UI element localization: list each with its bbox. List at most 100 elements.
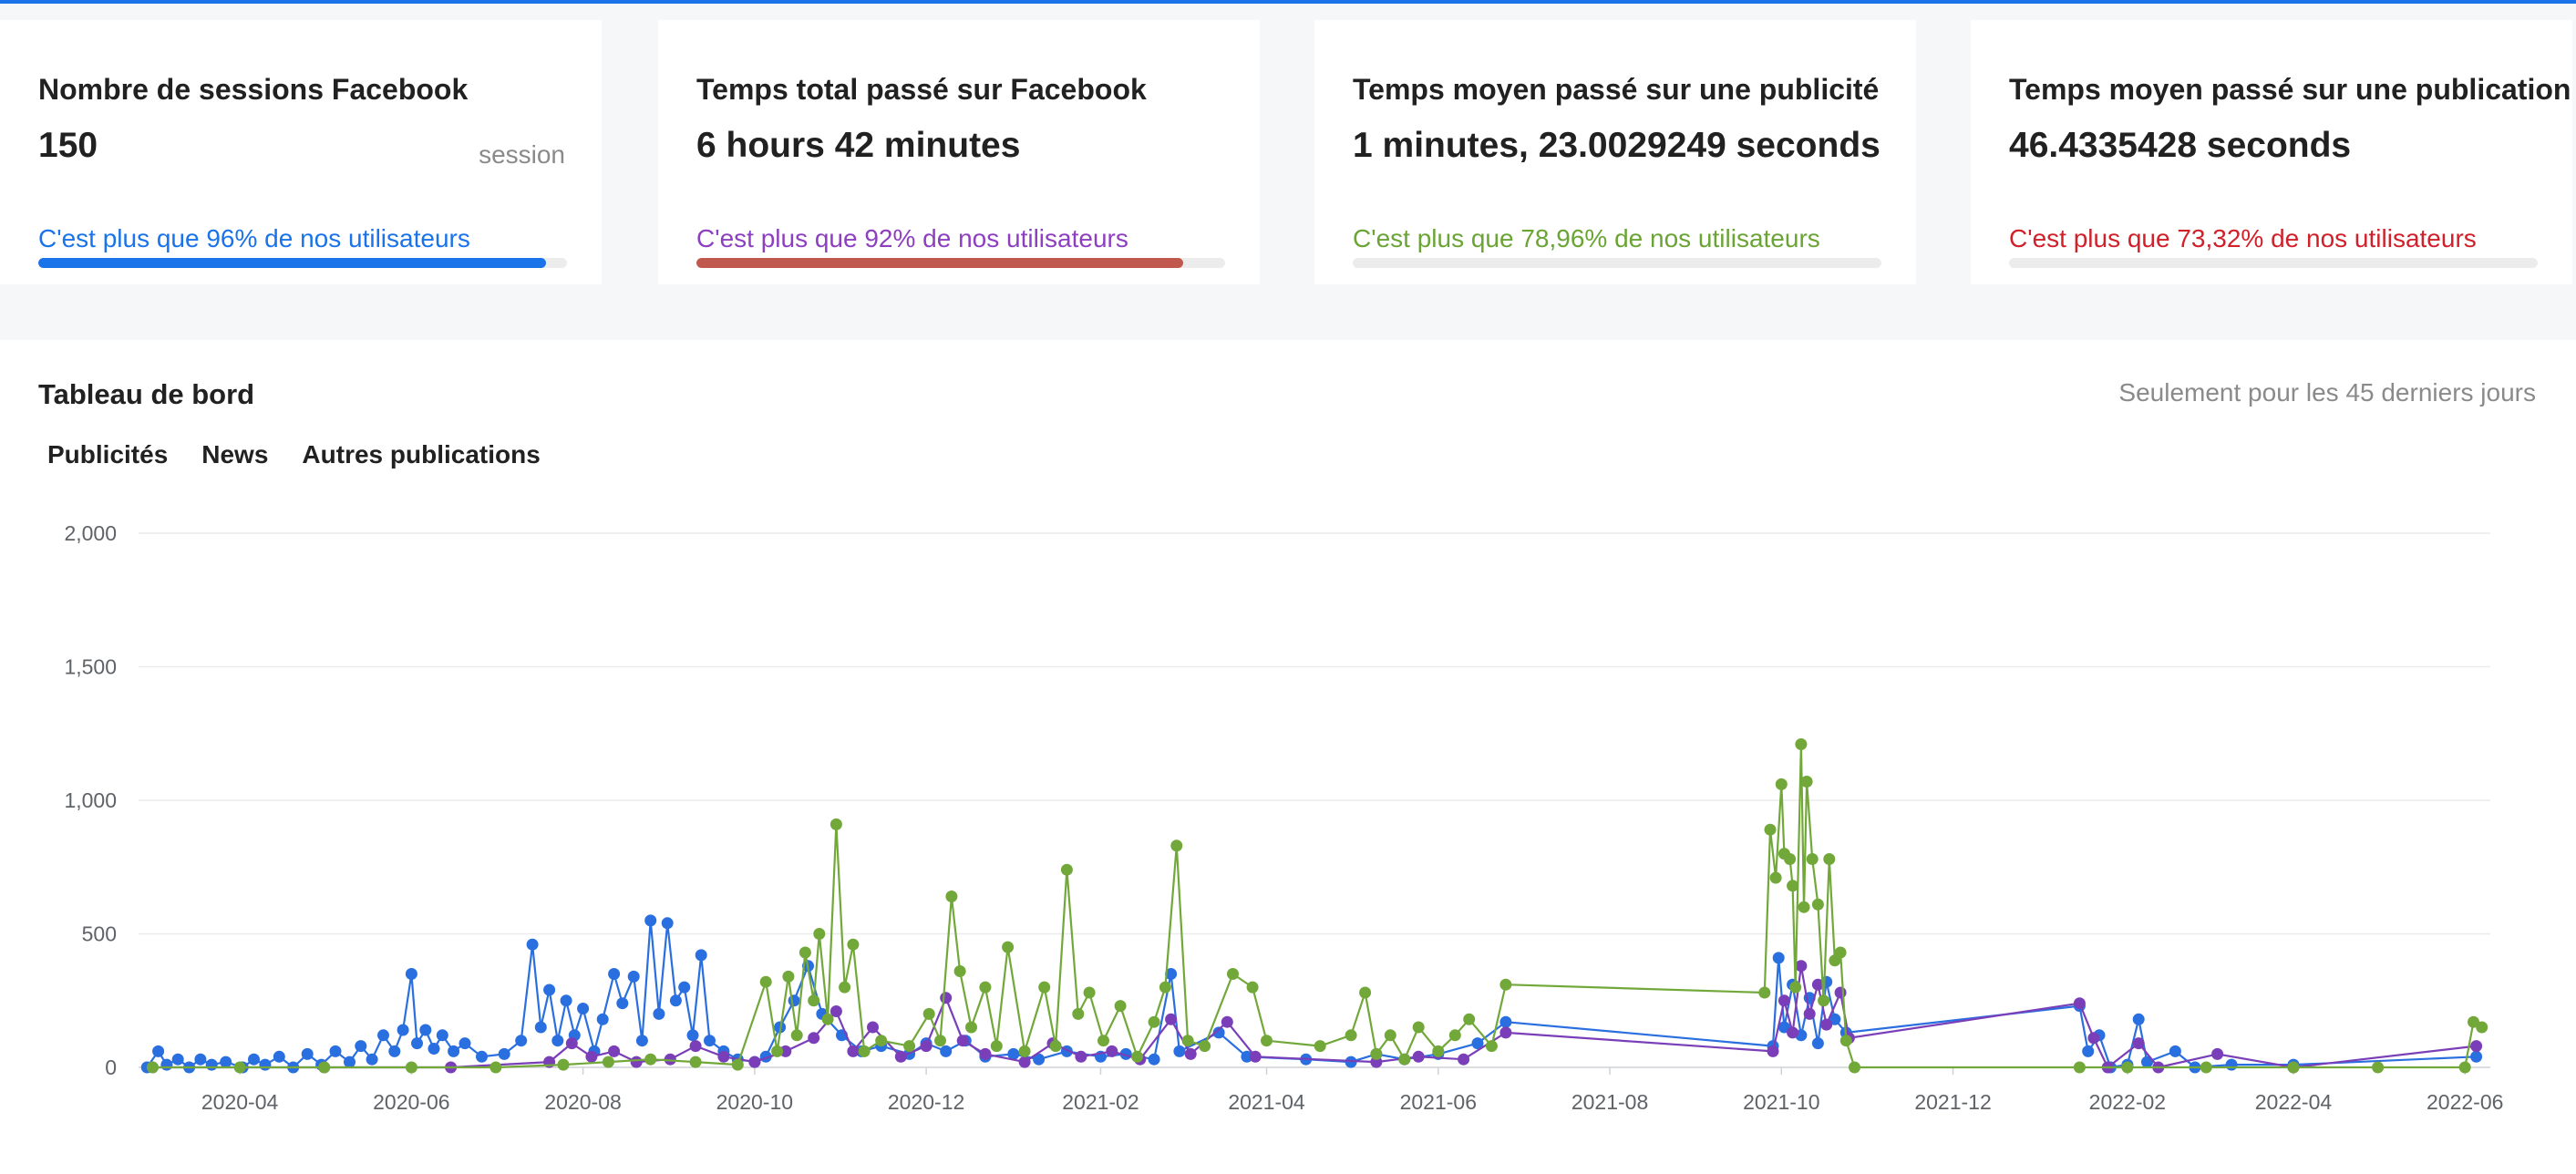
data-point-autres-publications	[1795, 738, 1808, 750]
y-tick-label: 1,500	[64, 655, 117, 679]
data-point-autres-publications	[557, 1058, 570, 1071]
data-point-publicites	[459, 1037, 471, 1050]
data-point-publicites	[329, 1045, 342, 1057]
data-point-autres-publications	[1499, 978, 1512, 991]
y-tick-label: 500	[82, 922, 117, 946]
data-point-autres-publications	[2121, 1061, 2134, 1074]
data-point-publicites	[220, 1056, 232, 1068]
data-point-autres-publications	[1789, 981, 1802, 994]
data-point-publicites	[171, 1053, 184, 1066]
data-point-news	[920, 1040, 933, 1053]
data-point-publicites	[1148, 1053, 1160, 1066]
data-point-news	[1777, 994, 1790, 1007]
data-point-publicites	[1007, 1047, 1020, 1060]
data-point-autres-publications	[1148, 1015, 1160, 1028]
dashboard-period-note: Seulement pour les 45 derniers jours	[2118, 378, 2536, 407]
x-tick-label: 2021-06	[1400, 1090, 1477, 1114]
progress-track	[2009, 258, 2538, 268]
data-point-autres-publications	[1159, 981, 1171, 994]
data-point-autres-publications	[489, 1061, 502, 1074]
data-point-autres-publications	[731, 1058, 744, 1071]
data-point-news	[2087, 1032, 2100, 1045]
y-tick-label: 0	[105, 1056, 117, 1079]
data-point-autres-publications	[405, 1061, 417, 1074]
data-point-autres-publications	[1227, 968, 1239, 980]
data-point-publicites	[1471, 1037, 1484, 1050]
data-point-publicites	[616, 997, 629, 1010]
data-point-autres-publications	[829, 818, 842, 830]
data-point-autres-publications	[1784, 853, 1797, 865]
data-point-publicites	[635, 1035, 648, 1047]
data-point-autres-publications	[1818, 994, 1830, 1007]
data-point-news	[940, 992, 953, 1004]
data-point-autres-publications	[1849, 1061, 1860, 1074]
x-tick-label: 2020-10	[716, 1090, 793, 1114]
data-point-publicites	[678, 981, 691, 994]
data-point-autres-publications	[1345, 1029, 1357, 1042]
data-point-autres-publications	[1798, 901, 1810, 913]
data-point-publicites	[2169, 1045, 2181, 1057]
data-point-news	[808, 1032, 820, 1045]
x-tick-label: 2021-10	[1743, 1090, 1819, 1114]
data-point-news	[1458, 1053, 1470, 1066]
data-point-publicites	[436, 1029, 448, 1042]
data-point-publicites	[704, 1035, 716, 1047]
data-point-autres-publications	[1018, 1045, 1031, 1057]
data-point-publicites	[577, 1003, 590, 1014]
x-tick-label: 2020-12	[888, 1090, 964, 1114]
data-point-publicites	[355, 1040, 367, 1053]
card-sessions: Nombre de sessions Facebook 150 session …	[0, 20, 602, 284]
data-point-autres-publications	[965, 1021, 977, 1034]
data-point-autres-publications	[799, 946, 811, 959]
data-point-publicites	[695, 949, 707, 962]
legend-item-news[interactable]: News	[201, 440, 269, 469]
data-point-publicites	[2132, 1013, 2145, 1025]
data-point-publicites	[344, 1056, 355, 1068]
data-point-autres-publications	[2476, 1021, 2488, 1034]
x-tick-label: 2020-04	[201, 1090, 279, 1114]
card-title: Temps total passé sur Facebook	[696, 73, 1147, 106]
data-point-publicites	[644, 914, 657, 927]
progress-track	[696, 258, 1225, 268]
chart-legend: Publicités News Autres publications	[47, 440, 541, 469]
data-point-autres-publications	[1359, 986, 1372, 999]
x-tick-label: 2021-04	[1228, 1090, 1305, 1114]
data-point-autres-publications	[1764, 823, 1777, 836]
data-point-publicites	[686, 1029, 699, 1042]
data-point-autres-publications	[839, 981, 851, 994]
data-point-news	[585, 1050, 598, 1063]
card-total-time: Temps total passé sur Facebook 6 hours 4…	[658, 20, 1260, 284]
data-point-autres-publications	[602, 1056, 614, 1068]
data-point-autres-publications	[1314, 1040, 1326, 1053]
data-point-autres-publications	[1097, 1035, 1109, 1047]
data-point-news	[1249, 1050, 1262, 1063]
data-point-autres-publications	[1485, 1040, 1498, 1053]
data-point-publicites	[543, 983, 556, 996]
data-point-news	[979, 1047, 992, 1060]
data-point-autres-publications	[1448, 1029, 1461, 1042]
data-point-publicites	[608, 968, 621, 980]
data-point-autres-publications	[1758, 986, 1771, 999]
series-line-autres-publications	[152, 743, 2483, 1069]
legend-item-publicites[interactable]: Publicités	[47, 440, 169, 469]
data-point-publicites	[498, 1047, 510, 1060]
data-point-autres-publications	[1412, 1021, 1425, 1034]
card-value: 1 minutes, 23.0029249 seconds	[1353, 126, 1880, 165]
data-point-autres-publications	[1769, 871, 1782, 884]
data-point-news	[956, 1035, 969, 1047]
data-point-publicites	[205, 1058, 218, 1071]
data-point-publicites	[669, 994, 682, 1007]
legend-item-autres-publications[interactable]: Autres publications	[302, 440, 541, 469]
data-point-news	[2470, 1040, 2483, 1053]
data-point-publicites	[551, 1035, 564, 1047]
data-point-news	[1834, 986, 1847, 999]
card-comparison: C'est plus que 78,96% de nos utilisateur…	[1353, 224, 1820, 252]
card-value: 150	[38, 126, 98, 165]
data-point-autres-publications	[2287, 1061, 2300, 1074]
data-point-autres-publications	[1114, 1000, 1127, 1013]
data-point-publicites	[476, 1050, 488, 1063]
data-point-news	[779, 1045, 792, 1057]
data-point-publicites	[1241, 1050, 1253, 1063]
data-point-autres-publications	[2372, 1061, 2385, 1074]
data-point-publicites	[2141, 1056, 2153, 1068]
